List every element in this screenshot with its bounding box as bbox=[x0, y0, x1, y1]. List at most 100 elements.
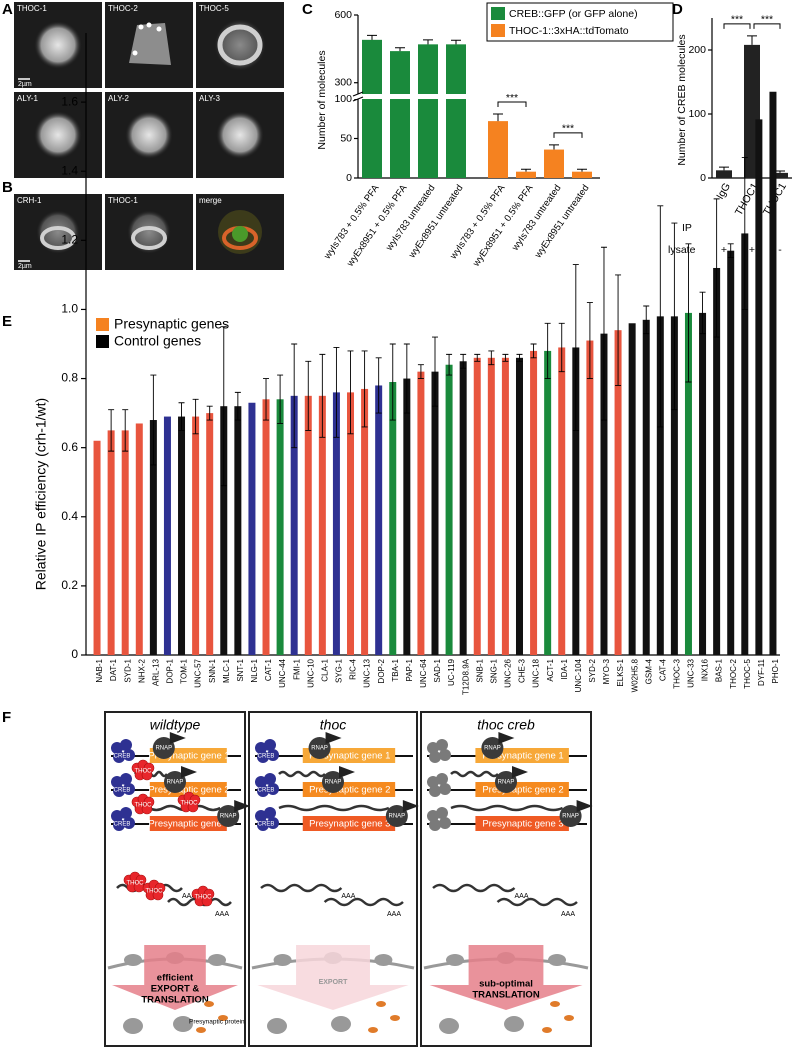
x-tick-label: THOC-2 bbox=[729, 658, 738, 688]
error-bar bbox=[544, 322, 551, 380]
axis-break bbox=[352, 94, 600, 99]
mrna bbox=[260, 883, 343, 893]
x-tick-label: FMI-1 bbox=[292, 658, 301, 679]
process-arrow bbox=[112, 945, 238, 1010]
bar bbox=[772, 172, 788, 178]
protein bbox=[376, 1001, 386, 1007]
gene-label: Presynaptic gene 3 bbox=[148, 819, 229, 830]
error-bar bbox=[719, 166, 729, 171]
process-arrow bbox=[257, 945, 409, 1010]
nuclear-pore bbox=[548, 954, 566, 966]
x-tick-label: UNC-18 bbox=[532, 658, 541, 687]
row-value: + bbox=[749, 244, 755, 256]
bar bbox=[670, 316, 678, 655]
creb-label: CREB bbox=[258, 822, 275, 828]
legend-label: Presynaptic genes bbox=[114, 316, 229, 332]
gene bbox=[475, 816, 569, 831]
creb-label: CREB bbox=[258, 788, 275, 794]
thoc-complex bbox=[141, 769, 153, 781]
creb bbox=[439, 749, 451, 761]
thoc-label: THOC bbox=[181, 801, 199, 807]
x-tick-label: NAB-1 bbox=[95, 658, 104, 682]
bar bbox=[121, 430, 129, 655]
x-tick-label: ARL-13 bbox=[151, 658, 160, 686]
x-tick-label: DYF-11 bbox=[757, 658, 766, 686]
nuclear-pore bbox=[124, 954, 142, 966]
protein bbox=[390, 1015, 400, 1021]
y-tick-label: 50 bbox=[340, 132, 352, 144]
mrna bbox=[450, 770, 499, 778]
x-tick-label: NHX-2 bbox=[137, 658, 146, 683]
significance-bracket bbox=[553, 132, 583, 138]
nucleus bbox=[232, 226, 248, 242]
poly-a-label: AAA bbox=[387, 911, 401, 918]
bar bbox=[262, 399, 270, 655]
error-bar bbox=[521, 168, 531, 172]
rnap-label: RNAP bbox=[220, 814, 237, 820]
x-tick-label: CAT-1 bbox=[264, 658, 273, 681]
mrna bbox=[450, 804, 564, 812]
bar bbox=[530, 350, 538, 655]
error-bar bbox=[699, 291, 706, 335]
x-tick-label: SYD-2 bbox=[588, 658, 597, 682]
bar bbox=[107, 430, 115, 655]
y-tick-label: 0 bbox=[71, 647, 78, 661]
bar bbox=[614, 330, 622, 655]
ribosome bbox=[504, 1016, 524, 1032]
error-bar bbox=[474, 353, 481, 362]
gene-label: Presynaptic gene 3 bbox=[309, 819, 390, 830]
error-bar bbox=[600, 246, 607, 421]
error-bar bbox=[263, 378, 270, 421]
error-bar bbox=[671, 222, 678, 411]
micrograph-label: THOC-2 bbox=[108, 4, 138, 13]
bar bbox=[362, 39, 382, 179]
bar bbox=[178, 416, 186, 655]
creb bbox=[120, 773, 132, 785]
bar bbox=[276, 399, 284, 655]
micrograph-label: THOC-1 bbox=[108, 196, 138, 205]
x-tick-label: wyEx8951 untreated bbox=[532, 183, 591, 261]
x-tick-label: SNB-1 bbox=[475, 658, 484, 682]
process-label: EXPORT & bbox=[151, 984, 200, 995]
creb bbox=[267, 817, 279, 829]
x-tick-label: UNC-26 bbox=[504, 658, 513, 687]
y-tick-label: 100 bbox=[334, 93, 352, 105]
x-axis-title: IP bbox=[682, 222, 692, 234]
error-bar bbox=[451, 39, 461, 45]
error-bar bbox=[577, 168, 587, 172]
significance-bracket bbox=[753, 23, 781, 29]
error-bar bbox=[206, 405, 213, 421]
x-tick-label: ACT-1 bbox=[546, 658, 555, 681]
creb bbox=[123, 749, 135, 761]
panel-box bbox=[104, 711, 246, 1047]
error-bar bbox=[530, 343, 537, 359]
error-bar bbox=[615, 274, 622, 386]
x-tick-label: SNG-1 bbox=[489, 658, 498, 683]
axis-break-mark bbox=[352, 91, 364, 97]
x-tick-label: wyIs783 untreated bbox=[509, 183, 563, 254]
error-bar bbox=[192, 398, 199, 435]
tss-arrow bbox=[576, 800, 593, 812]
creb bbox=[436, 739, 448, 751]
x-tick-label: BAS-1 bbox=[715, 658, 724, 682]
speckle bbox=[138, 24, 144, 30]
x-tick-label: T12D8.9A bbox=[461, 658, 470, 695]
error-bar bbox=[389, 343, 396, 421]
gene-label: Presynaptic gene 1 bbox=[148, 751, 229, 762]
gene-label: Presynaptic gene 1 bbox=[482, 751, 563, 762]
thoc-label: THOC bbox=[127, 881, 145, 887]
y-tick-label: 600 bbox=[334, 9, 352, 21]
y-tick-label: 300 bbox=[334, 76, 352, 88]
process-label: TRANSLATION bbox=[141, 995, 209, 1006]
bar bbox=[347, 392, 355, 655]
gene bbox=[149, 816, 227, 831]
cell bbox=[34, 111, 82, 159]
x-tick-label: DAT-1 bbox=[109, 658, 118, 681]
gene-label: Presynaptic gene 1 bbox=[309, 751, 390, 762]
significance-label: *** bbox=[731, 14, 743, 26]
error-bar bbox=[361, 350, 368, 428]
thoc-complex bbox=[141, 803, 153, 815]
x-tick-label: SNT-1 bbox=[236, 658, 245, 681]
micrograph-label: ALY-2 bbox=[108, 94, 129, 103]
